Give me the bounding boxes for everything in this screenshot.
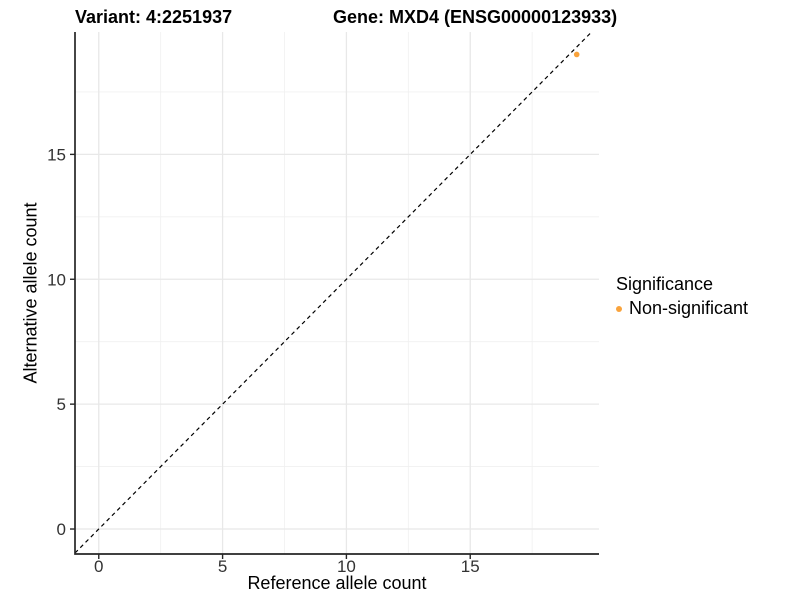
plot-title-gene: Gene: MXD4 (ENSG00000123933) [333, 7, 618, 27]
y-tick-label: 10 [47, 270, 66, 289]
axis-lines [74, 32, 599, 555]
legend-item-label: Non-significant [629, 298, 749, 318]
legend-item-non-significant: Non-significant [616, 298, 748, 319]
legend-point-icon [616, 305, 622, 312]
legend: Significance Non-significant [616, 274, 748, 319]
y-tick-label: 15 [47, 145, 66, 164]
y-axis-title: Alternative allele count [20, 202, 41, 384]
x-tick-label: 0 [94, 557, 103, 576]
data-point [573, 51, 580, 58]
y-tick-label: 5 [57, 395, 66, 414]
y-tick-label: 0 [57, 520, 66, 539]
x-tick-label: 10 [337, 557, 356, 576]
identity-dashed-line [74, 31, 592, 554]
x-tick-label: 15 [461, 557, 480, 576]
legend-title: Significance [616, 274, 714, 294]
plot-title-variant: Variant: 4:2251937 [75, 7, 233, 27]
x-tick-label: 5 [218, 557, 227, 576]
x-axis-title: Reference allele count [247, 573, 427, 593]
